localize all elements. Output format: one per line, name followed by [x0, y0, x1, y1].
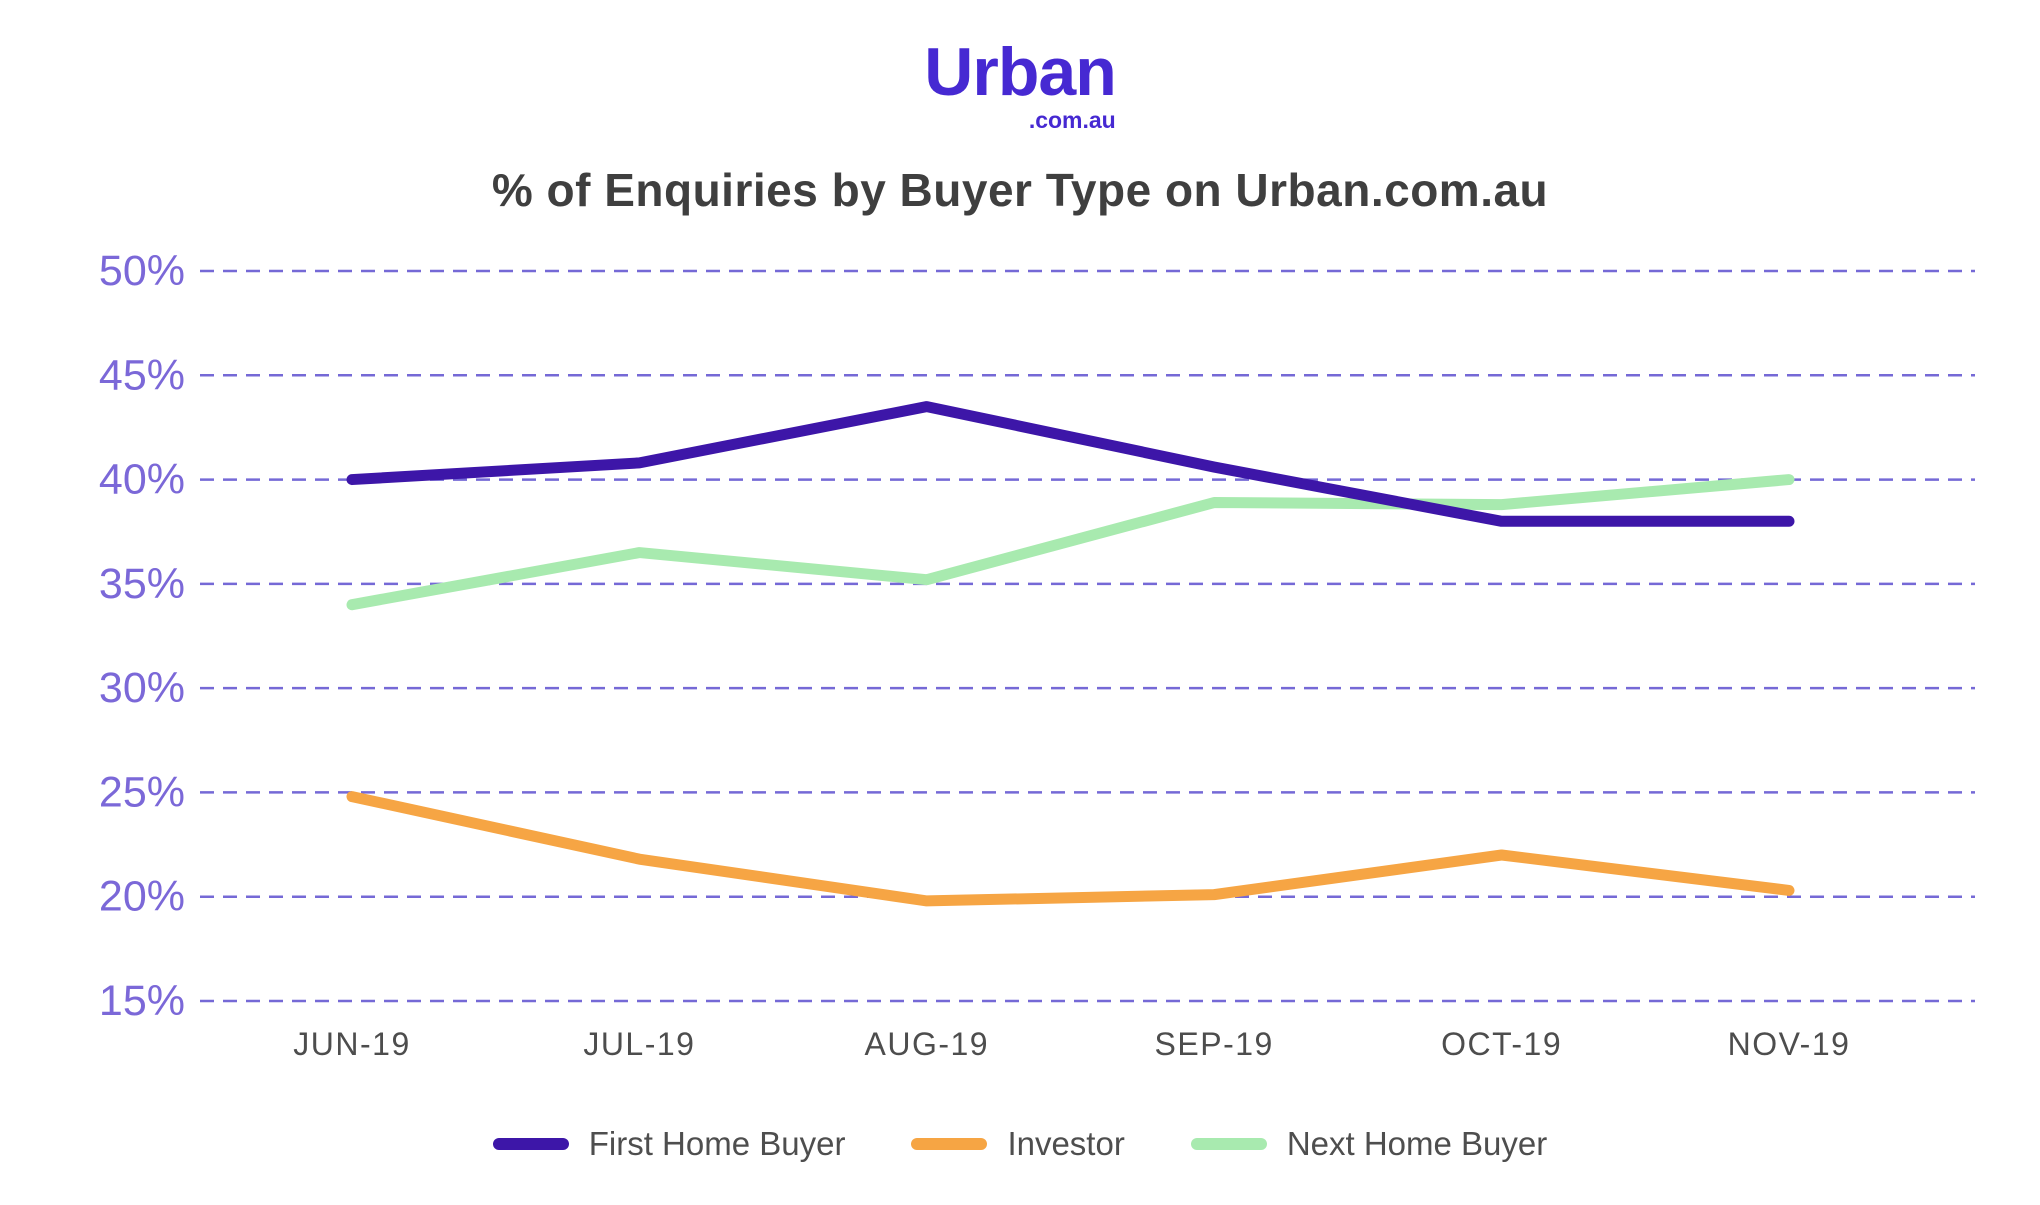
logo-subtext: .com.au — [1028, 107, 1116, 133]
x-tick-label: SEP-19 — [1155, 1026, 1274, 1062]
legend-item-investor: Investor — [911, 1125, 1125, 1163]
y-tick-label: 50% — [99, 247, 185, 295]
logo-text: Urban — [924, 34, 1116, 110]
y-tick-label: 35% — [99, 560, 185, 608]
legend-swatch — [911, 1138, 988, 1150]
y-tick-label: 40% — [99, 456, 185, 504]
legend-swatch — [1190, 1138, 1267, 1150]
legend-label: Investor — [1007, 1125, 1125, 1162]
legend-label: Next Home Buyer — [1286, 1125, 1548, 1162]
header: Urban .com.au % of Enquiries by Buyer Ty… — [0, 0, 2040, 217]
urban-logo: Urban .com.au — [924, 34, 1116, 133]
legend-swatch — [492, 1138, 569, 1150]
x-tick-label: JUN-19 — [293, 1026, 410, 1062]
x-tick-label: AUG-19 — [865, 1026, 990, 1062]
y-tick-label: 25% — [99, 768, 185, 816]
series-line-first-home-buyer — [346, 401, 1795, 527]
x-tick-label: JUL-19 — [583, 1026, 695, 1062]
y-tick-label: 45% — [99, 351, 185, 399]
series-line-next-home-buyer — [346, 474, 1795, 611]
series-line-investor — [346, 791, 1795, 907]
chart-title: % of Enquiries by Buyer Type on Urban.co… — [491, 164, 1549, 216]
y-tick-label: 30% — [99, 664, 185, 712]
y-tick-label: 20% — [99, 873, 185, 921]
x-tick-label: NOV-19 — [1728, 1026, 1851, 1062]
x-tick-label: OCT-19 — [1441, 1026, 1562, 1062]
chart-area: 15% 20% 25% 30% 35% 40% 45% 50% JUN-19 JUL-19 AUG-… — [0, 223, 2040, 1103]
chart-svg: 15% 20% 25% 30% 35% 40% 45% 50% JUN-19 JUL-19 AUG-… — [99, 247, 1975, 1062]
y-tick-label: 15% — [99, 977, 185, 1025]
legend: First Home Buyer Investor Next Home Buyer — [0, 1125, 2040, 1163]
legend-item-next-home-buyer: Next Home Buyer — [1190, 1125, 1548, 1163]
legend-item-first-home-buyer: First Home Buyer — [492, 1125, 846, 1163]
legend-label: First Home Buyer — [588, 1125, 846, 1162]
